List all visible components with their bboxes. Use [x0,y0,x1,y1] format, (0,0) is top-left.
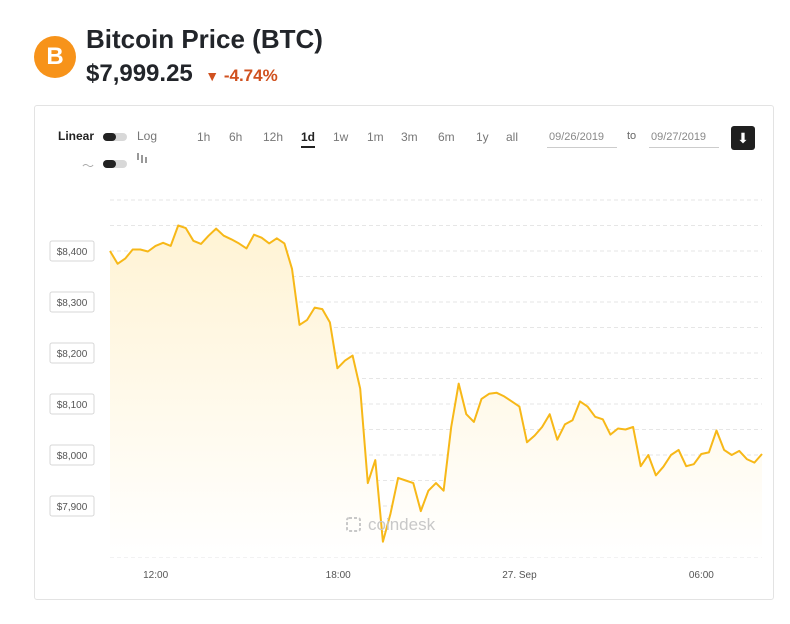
current-price: $7,999.25 [86,60,193,87]
range-1y[interactable]: 1y [476,130,489,144]
scale-toggle[interactable] [103,133,127,141]
price-row: $7,999.25 ▼ -4.74% [86,60,278,88]
range-1d[interactable]: 1d [301,130,316,148]
down-arrow-icon: ▼ [205,68,220,84]
date-to-input[interactable] [649,126,719,148]
y-tick-label: $8,000 [57,451,88,462]
to-label: to [627,130,637,142]
range-1w[interactable]: 1w [333,130,349,144]
log-label: Log [137,129,158,143]
range-1h[interactable]: 1h [197,130,211,144]
y-tick-label: $7,900 [57,502,88,513]
range-all[interactable]: all [506,130,519,144]
price-change-percent: -4.74% [223,66,278,85]
price-change: ▼ -4.74% [205,66,277,85]
coindesk-watermark: coindesk [346,515,436,534]
x-tick-label: 12:00 [143,570,168,581]
range-1m[interactable]: 1m [367,130,384,144]
range-3m[interactable]: 3m [401,130,418,144]
linear-label: Linear [58,129,95,143]
y-tick-label: $8,300 [57,298,88,309]
asset-name: Bitcoin Price [86,24,245,54]
page-title: Bitcoin Price (BTC) [86,24,323,55]
date-from-input[interactable] [547,126,617,148]
asset-ticker: (BTC) [252,24,323,54]
chart-type-toggle[interactable] [103,160,127,168]
watermark-text: coindesk [368,515,436,534]
x-tick-label: 18:00 [326,570,351,581]
y-tick: $8,400 [49,240,95,262]
x-tick-label: 27. Sep [502,570,537,581]
price-line[interactable] [109,224,763,543]
range-12h[interactable]: 12h [263,130,284,144]
y-tick: $8,100 [49,393,95,415]
y-tick: $8,300 [49,291,95,313]
line-chart-icon[interactable]: 〜 [82,159,95,173]
y-axis: $7,900 $8,000 $8,100 $8,200 $8,300 $8,400 [49,240,95,517]
bitcoin-logo-icon: B [34,36,76,78]
y-tick-label: $8,200 [57,349,88,360]
range-6m[interactable]: 6m [438,130,455,144]
y-tick-label: $8,400 [57,247,88,258]
y-tick: $8,000 [49,444,95,466]
y-tick-label: $8,100 [57,400,88,411]
y-tick: $8,200 [49,342,95,364]
x-axis: 12:00 18:00 27. Sep 06:00 [143,570,714,581]
coindesk-logo-icon [346,517,361,532]
download-button[interactable]: ⬇ [731,126,755,150]
price-area [110,225,762,557]
y-tick: $7,900 [49,495,95,517]
range-6h[interactable]: 6h [229,130,243,144]
x-tick-label: 06:00 [689,570,714,581]
